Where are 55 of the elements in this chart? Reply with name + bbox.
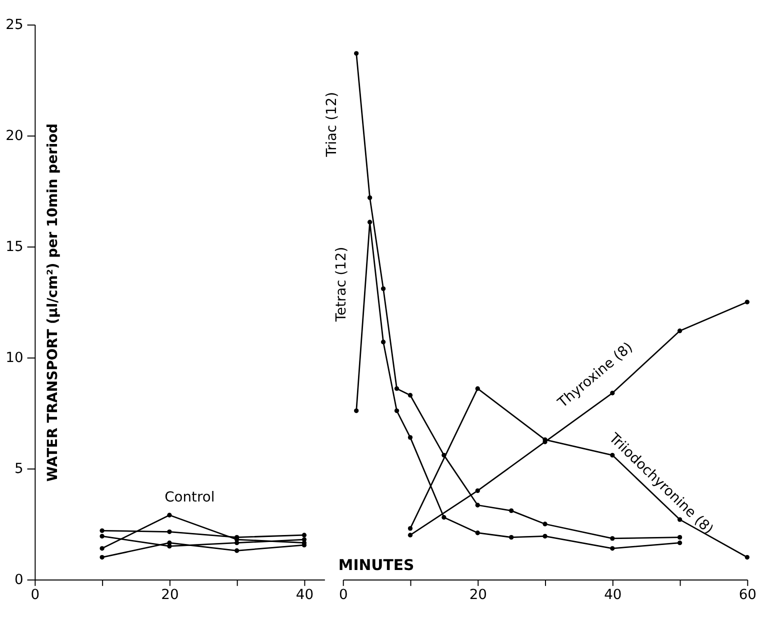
point [367, 220, 372, 224]
point [394, 386, 400, 391]
point [610, 546, 615, 551]
point [408, 526, 413, 531]
x-tick-label: 0 [30, 586, 40, 603]
x-tick-label: 20 [161, 586, 179, 603]
point [542, 522, 548, 526]
point [442, 515, 446, 520]
y-tick-label: 10 [6, 350, 24, 366]
text: Tetrac (12) [333, 246, 350, 323]
point [475, 530, 480, 536]
point [408, 435, 413, 440]
x-tick-label: 40 [296, 586, 314, 603]
y-tick-label: 15 [6, 238, 24, 255]
point [354, 51, 359, 56]
point [167, 529, 172, 534]
text: Triac (12) [324, 92, 340, 158]
series-label: Control [164, 489, 215, 506]
point [475, 488, 480, 494]
x-tick-label: 60 [738, 586, 756, 603]
point [677, 540, 682, 546]
y-tick-label: 5 [14, 460, 24, 477]
point [677, 328, 682, 334]
point [380, 340, 386, 344]
point [100, 528, 104, 533]
point [408, 392, 413, 398]
point [475, 502, 480, 508]
point [475, 386, 480, 391]
y-tick-label: 0 [14, 572, 24, 588]
point [394, 408, 400, 414]
x-axis-title: MINUTES [338, 556, 414, 574]
point [100, 534, 104, 539]
point [408, 532, 413, 538]
x-tick-label: 20 [469, 586, 487, 603]
point [509, 534, 514, 540]
point [234, 548, 240, 553]
point [354, 408, 359, 414]
y-axis-title: WATER TRANSPORT (µl/cm²) per 10min period [44, 123, 61, 482]
point [100, 546, 104, 551]
x-tick-label: 0 [338, 586, 348, 603]
y-tick-label: 25 [6, 17, 24, 34]
point [744, 554, 750, 560]
point [677, 534, 682, 540]
point [677, 517, 682, 522]
x-tick-label: 40 [604, 586, 622, 603]
point [100, 554, 104, 560]
point [542, 534, 548, 539]
point [167, 512, 172, 518]
y-tick-label: 20 [6, 128, 24, 144]
point [367, 195, 372, 200]
point [744, 300, 750, 304]
point [610, 536, 615, 541]
point [380, 286, 386, 292]
point [302, 532, 307, 538]
point [509, 508, 514, 513]
